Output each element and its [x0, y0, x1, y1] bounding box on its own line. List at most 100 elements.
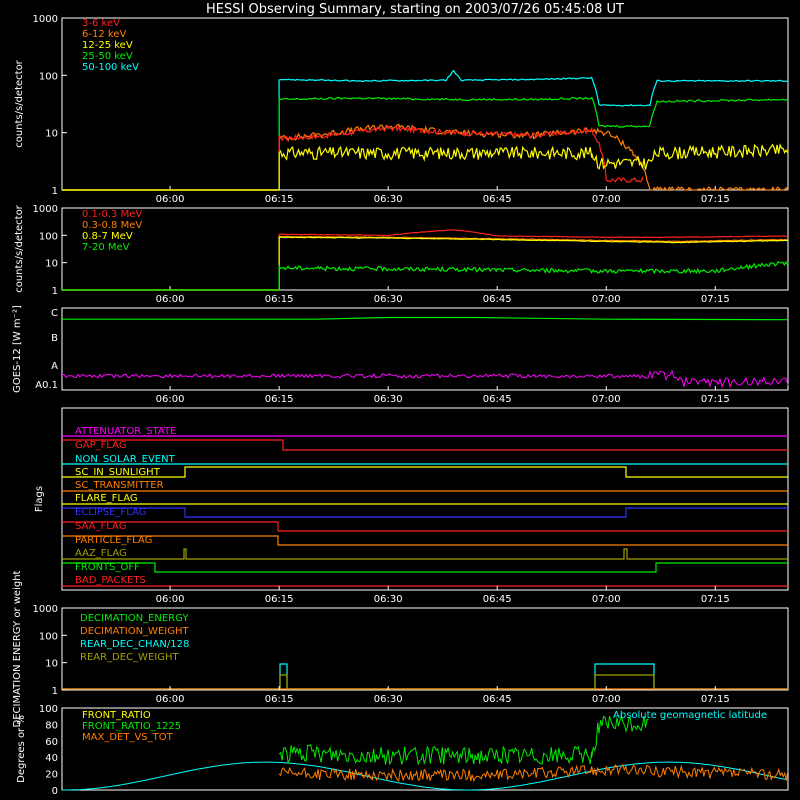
time-tick-label: 06:00	[156, 694, 185, 705]
legend-label: DECIMATION_WEIGHT	[80, 626, 189, 637]
y-tick-label: 40	[45, 753, 58, 764]
time-tick-label: 07:15	[701, 594, 730, 605]
panel5-ylabel: DECIMATION ENERGY or weight	[12, 570, 23, 727]
time-tick-label: 06:15	[265, 594, 294, 605]
legend-label: MAX_DET_VS_TOT	[82, 732, 174, 743]
legend-label: FRONT_RATIO	[82, 710, 151, 721]
time-tick-label: 06:45	[483, 394, 512, 405]
y-tick-label: 1000	[33, 14, 58, 25]
panel1-ylabel: counts/s/detector	[14, 59, 25, 147]
eclipse-flag-line	[62, 507, 788, 518]
panel6-ylabel: Degrees or %	[16, 715, 27, 783]
saa-flag-line	[62, 521, 788, 532]
annotation-label: Absolute geomagnetic latitude	[613, 710, 767, 721]
time-tick-label: 07:00	[592, 594, 621, 605]
y-tick-label: 0	[52, 786, 58, 797]
time-tick-label: 06:00	[156, 594, 185, 605]
y-tick-label: A	[51, 361, 58, 372]
flag-label: SAA_FLAG	[75, 521, 126, 532]
y-tick-label: 10	[45, 129, 58, 140]
y-tick-label: 10	[45, 259, 58, 270]
time-tick-label: 06:15	[265, 294, 294, 305]
time-tick-label: 06:30	[374, 694, 403, 705]
y-tick-label: C	[51, 308, 58, 319]
flag-label: FLARE_FLAG	[75, 493, 138, 504]
time-tick-label: 07:15	[701, 194, 730, 205]
panel4-ylabel: Flags	[34, 486, 45, 512]
series-line	[278, 763, 789, 783]
time-tick-label: 07:00	[592, 394, 621, 405]
legend-label: 3-6 keV	[82, 18, 120, 29]
flag-traces	[62, 435, 788, 587]
time-tick-label: 07:15	[701, 694, 730, 705]
y-tick-label: 1	[52, 186, 58, 197]
goes-long-line	[61, 316, 789, 321]
series-line	[62, 236, 789, 291]
time-tick-label: 06:00	[156, 294, 185, 305]
legend-label: 12-25 keV	[82, 40, 133, 51]
series-line	[278, 714, 649, 766]
series-line	[62, 229, 789, 291]
y-tick-label: 100	[39, 704, 58, 715]
series-line	[62, 235, 789, 291]
legend-label: 0.3-0.8 MeV	[82, 220, 142, 231]
legend-label: 7-20 MeV	[82, 242, 130, 253]
time-tick-label: 06:15	[265, 694, 294, 705]
series-line	[62, 260, 789, 291]
time-tick-label: 07:15	[701, 294, 730, 305]
time-tick-label: 07:00	[592, 694, 621, 705]
time-tick-label: 06:45	[483, 194, 512, 205]
legend-label: FRONT_RATIO_1225	[82, 721, 181, 732]
series-line	[62, 123, 789, 192]
legend-label: 50-100 keV	[82, 62, 139, 73]
time-tick-label: 07:15	[701, 394, 730, 405]
series-line	[62, 143, 789, 191]
time-tick-label: 06:00	[156, 194, 185, 205]
y-tick-label: 100	[39, 71, 58, 82]
time-tick-label: 06:30	[374, 194, 403, 205]
legend-label: 0.8-7 MeV	[82, 231, 133, 242]
decimation-traces	[62, 663, 788, 690]
time-tick-label: 06:30	[374, 394, 403, 405]
panel2-ylabel: counts/s/detector	[14, 204, 25, 292]
y-tick-label: 100	[39, 231, 58, 242]
aaz-flag-line	[62, 548, 788, 560]
time-tick-label: 07:00	[592, 194, 621, 205]
y-tick-label: 20	[45, 770, 58, 781]
chart-title: HESSI Observing Summary, starting on 200…	[206, 2, 624, 17]
flag-label: PARTICLE_FLAG	[75, 535, 152, 546]
y-tick-label: 10	[45, 659, 58, 670]
flag-label: NON_SOLAR_EVENT	[75, 454, 176, 465]
y-tick-label: 1000	[33, 604, 58, 615]
particle-flag-line	[62, 535, 788, 546]
y-tick-label: B	[51, 333, 58, 344]
time-tick-label: 06:30	[374, 294, 403, 305]
time-tick-label: 06:00	[156, 394, 185, 405]
goes-short-line	[61, 369, 789, 389]
time-tick-label: 06:45	[483, 594, 512, 605]
fronts-off-line	[62, 562, 788, 573]
legend-label: REAR_DEC_WEIGHT	[80, 652, 179, 663]
flag-label: AAZ_FLAG	[75, 548, 127, 559]
geomag-latitude-line	[62, 761, 789, 791]
y-tick-label: 80	[45, 720, 58, 731]
panel-frames	[61, 17, 789, 791]
gap-flag-line	[62, 439, 788, 451]
y-tick-label: 100	[39, 631, 58, 642]
y-tick-label: 1	[52, 286, 58, 297]
time-tick-label: 06:15	[265, 194, 294, 205]
flag-label: FRONTS_OFF	[75, 562, 140, 573]
panel3-ylabel: GOES-12 [W m⁻²]	[12, 305, 23, 393]
time-tick-label: 06:45	[483, 694, 512, 705]
y-tick-label: 60	[45, 737, 58, 748]
series-line	[62, 124, 644, 191]
series-line	[62, 69, 789, 191]
flag-label: GAP_FLAG	[75, 440, 127, 451]
time-tick-label: 06:30	[374, 594, 403, 605]
time-tick-label: 06:45	[483, 294, 512, 305]
legend-label: 25-50 keV	[82, 51, 133, 62]
y-tick-label: 1	[52, 686, 58, 697]
legend-label: DECIMATION_ENERGY	[80, 613, 189, 624]
series-line	[62, 96, 789, 191]
